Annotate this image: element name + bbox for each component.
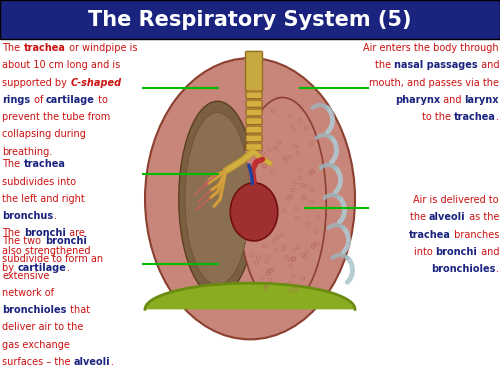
Text: to the: to the (422, 112, 454, 122)
Text: The: The (2, 43, 24, 53)
Text: about 10 cm long and is: about 10 cm long and is (2, 60, 121, 70)
Text: by: by (2, 263, 18, 273)
Text: or windpipe is: or windpipe is (66, 43, 137, 53)
Text: that: that (67, 305, 90, 315)
Text: The Respiratory System (5): The Respiratory System (5) (88, 10, 412, 30)
Text: gas exchange: gas exchange (2, 340, 70, 350)
Text: and: and (440, 95, 464, 105)
Text: collapsing during: collapsing during (2, 129, 86, 140)
Ellipse shape (145, 58, 355, 339)
Text: branches: branches (450, 230, 499, 240)
Ellipse shape (239, 98, 326, 308)
FancyBboxPatch shape (246, 144, 262, 150)
Text: subdivide to form an: subdivide to form an (2, 254, 103, 264)
Text: to: to (95, 95, 108, 105)
FancyBboxPatch shape (248, 116, 260, 118)
Text: prevent the tube from: prevent the tube from (2, 112, 111, 122)
Text: rings: rings (2, 95, 30, 105)
Ellipse shape (185, 112, 250, 285)
Text: also strengthened: also strengthened (2, 246, 91, 256)
Text: trachea: trachea (409, 230, 451, 240)
Text: are: are (66, 228, 84, 238)
Text: The: The (2, 159, 24, 170)
Text: larynx: larynx (464, 95, 499, 105)
Text: into: into (414, 247, 436, 257)
Text: cartilage: cartilage (18, 263, 66, 273)
Text: subdivides into: subdivides into (2, 177, 76, 187)
FancyBboxPatch shape (248, 141, 260, 144)
Text: The: The (2, 228, 24, 238)
Text: C-shaped: C-shaped (70, 78, 122, 88)
FancyBboxPatch shape (248, 107, 260, 109)
FancyBboxPatch shape (246, 92, 262, 99)
Text: deliver air to the: deliver air to the (2, 322, 84, 333)
Text: Air enters the body through: Air enters the body through (364, 43, 499, 53)
Text: pharynx: pharynx (395, 95, 440, 105)
FancyBboxPatch shape (248, 98, 260, 101)
Text: breathing.: breathing. (2, 147, 53, 157)
FancyBboxPatch shape (246, 109, 262, 116)
Text: the: the (374, 60, 394, 70)
Text: the: the (410, 212, 429, 222)
Text: alveoli: alveoli (74, 357, 111, 367)
FancyBboxPatch shape (246, 100, 262, 107)
FancyBboxPatch shape (246, 118, 262, 124)
Text: cartilage: cartilage (46, 95, 95, 105)
FancyBboxPatch shape (246, 135, 262, 142)
Text: .: . (110, 357, 114, 367)
Text: and: and (478, 60, 499, 70)
Text: bronchioles: bronchioles (432, 264, 496, 274)
FancyBboxPatch shape (246, 126, 262, 133)
Text: supported by: supported by (2, 78, 70, 88)
Text: extensive: extensive (2, 271, 50, 281)
Text: .: . (54, 211, 56, 221)
Text: trachea: trachea (454, 112, 496, 122)
FancyBboxPatch shape (248, 124, 260, 127)
Text: the left and right: the left and right (2, 194, 85, 204)
FancyBboxPatch shape (248, 133, 260, 135)
Text: Air is delivered to: Air is delivered to (414, 195, 499, 205)
Text: trachea: trachea (24, 43, 66, 53)
Text: mouth, and passes via the: mouth, and passes via the (369, 78, 499, 88)
Ellipse shape (230, 183, 278, 241)
Text: .: . (66, 263, 70, 273)
Text: of: of (30, 95, 46, 105)
Text: trachea: trachea (24, 159, 66, 170)
FancyBboxPatch shape (0, 0, 500, 39)
Text: nasal passages: nasal passages (394, 60, 477, 70)
FancyBboxPatch shape (248, 90, 260, 92)
Text: bronchus: bronchus (2, 211, 54, 221)
Text: bronchi: bronchi (44, 236, 86, 246)
FancyBboxPatch shape (246, 51, 262, 91)
Text: surfaces – the: surfaces – the (2, 357, 74, 367)
Text: as the: as the (466, 212, 499, 222)
Text: The two: The two (2, 236, 44, 246)
Text: and: and (478, 247, 499, 257)
Ellipse shape (179, 101, 256, 296)
Text: bronchi: bronchi (436, 247, 478, 257)
Text: bronchioles: bronchioles (2, 305, 67, 315)
Text: .: . (496, 264, 499, 274)
Text: alveoli: alveoli (429, 212, 466, 222)
Text: network of: network of (2, 288, 54, 298)
Text: bronchi: bronchi (24, 228, 66, 238)
Text: .: . (496, 112, 499, 122)
